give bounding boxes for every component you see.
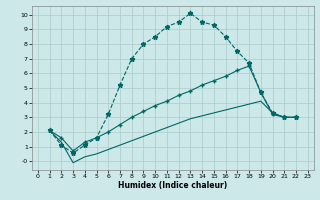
X-axis label: Humidex (Indice chaleur): Humidex (Indice chaleur) [118,181,228,190]
